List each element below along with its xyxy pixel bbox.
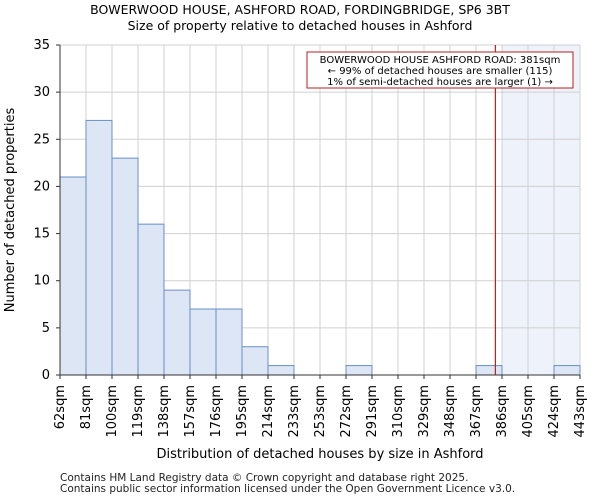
- footer-line-2: Contains public sector information licen…: [60, 483, 516, 495]
- y-tick-label: 20: [33, 179, 50, 194]
- histogram-bar: [59, 176, 87, 376]
- x-tick-label: 405sqm: [521, 385, 536, 438]
- x-tick-label: 272sqm: [339, 385, 354, 438]
- chart-subtitle: Size of property relative to detached ho…: [127, 18, 473, 33]
- histogram-bar: [553, 365, 581, 376]
- footer-line-1: Contains HM Land Registry data © Crown c…: [60, 472, 469, 484]
- x-tick-label: 214sqm: [261, 385, 276, 438]
- y-tick-label: 25: [33, 132, 50, 147]
- y-tick-label: 15: [33, 227, 50, 242]
- x-tick-label: 443sqm: [573, 385, 588, 438]
- y-axis-title: Number of detached properties: [3, 108, 18, 313]
- x-tick-label: 176sqm: [209, 385, 224, 438]
- annotation-line: BOWERWOOD HOUSE ASHFORD ROAD: 381sqm: [320, 55, 561, 66]
- histogram-bar: [189, 308, 217, 376]
- histogram-bar: [215, 308, 243, 376]
- y-tick-label: 0: [42, 368, 50, 383]
- x-tick-label: 157sqm: [183, 385, 198, 438]
- x-tick-label: 329sqm: [417, 385, 432, 438]
- histogram-bar: [475, 365, 503, 376]
- histogram-bar: [111, 157, 139, 376]
- x-tick-label: 291sqm: [365, 385, 380, 438]
- chart-title: BOWERWOOD HOUSE, ASHFORD ROAD, FORDINGBR…: [90, 2, 510, 17]
- histogram-bar: [137, 223, 165, 376]
- footer: Contains HM Land Registry data © Crown c…: [60, 473, 515, 495]
- highlight-region: [502, 45, 580, 375]
- chart-title-block: BOWERWOOD HOUSE, ASHFORD ROAD, FORDINGBR…: [0, 2, 600, 34]
- annotation-line: ← 99% of detached houses are smaller (11…: [328, 66, 553, 77]
- histogram-bar: [267, 365, 295, 376]
- x-tick-label: 310sqm: [391, 385, 406, 438]
- x-tick-label: 424sqm: [547, 385, 562, 438]
- x-tick-label: 119sqm: [131, 385, 146, 438]
- x-tick-label: 138sqm: [157, 385, 172, 438]
- x-tick-label: 253sqm: [313, 385, 328, 438]
- histogram-bar: [163, 289, 191, 376]
- y-tick-label: 5: [42, 321, 50, 336]
- x-tick-label: 100sqm: [105, 385, 120, 438]
- histogram-bar: [241, 346, 269, 376]
- x-tick-label: 195sqm: [235, 385, 250, 438]
- x-tick-label: 81sqm: [79, 385, 94, 429]
- histogram-bar: [85, 119, 113, 376]
- y-tick-label: 10: [33, 274, 50, 289]
- y-tick-label: 30: [33, 85, 50, 100]
- y-tick-label: 35: [33, 38, 50, 53]
- annotation-box: [306, 51, 574, 89]
- x-tick-label: 367sqm: [469, 385, 484, 438]
- x-axis-title: Distribution of detached houses by size …: [156, 447, 483, 462]
- annotation-line: 1% of semi-detached houses are larger (1…: [327, 77, 553, 88]
- x-tick-label: 386sqm: [495, 385, 510, 438]
- x-tick-label: 62sqm: [53, 385, 68, 429]
- x-tick-label: 348sqm: [443, 385, 458, 438]
- x-tick-label: 233sqm: [287, 385, 302, 438]
- histogram-bar: [345, 365, 373, 376]
